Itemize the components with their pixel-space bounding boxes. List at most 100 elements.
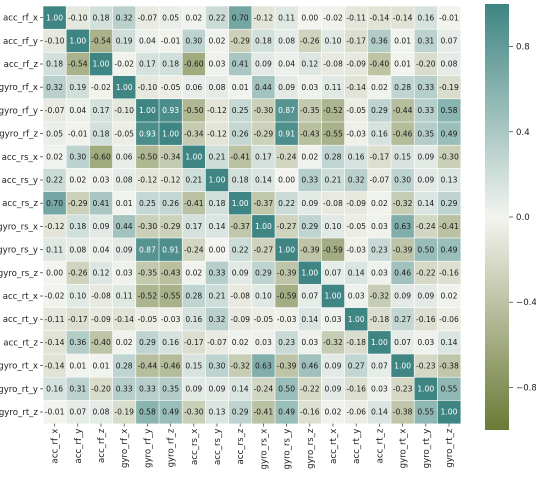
heatmap-cell-label: -0.29	[230, 37, 250, 46]
heatmap-cell-label: 0.41	[93, 199, 110, 208]
heatmap-cell-label: 0.33	[139, 385, 156, 394]
y-tick-label: acc_rt_x	[3, 292, 38, 302]
heatmap-cell-label: 0.07	[441, 37, 458, 46]
heatmap-cell-label: -0.08	[323, 60, 343, 69]
heatmap-cell-label: 0.01	[394, 60, 411, 69]
colorbar-tick-label: −0.8	[516, 383, 536, 393]
heatmap-cell-label: -0.02	[114, 60, 134, 69]
heatmap-cell-label: -0.16	[416, 315, 436, 324]
heatmap-cell-label: 0.22	[46, 176, 63, 185]
heatmap-cell-label: 0.14	[301, 315, 318, 324]
heatmap-cell-label: -0.20	[416, 60, 436, 69]
heatmap-cell-label: -0.22	[416, 269, 436, 278]
heatmap-cell-label: 0.08	[116, 176, 133, 185]
heatmap-cell-label: 0.27	[394, 315, 411, 324]
heatmap-cell-label: 0.09	[394, 292, 411, 301]
heatmap-cell-label: 0.16	[348, 153, 365, 162]
heatmap-cell-label: -0.39	[277, 269, 297, 278]
heatmap-cell-label: -0.54	[68, 60, 88, 69]
heatmap-cell-label: 0.04	[93, 245, 110, 254]
heatmap-cell-label: 0.25	[232, 106, 249, 115]
x-tick-label: gyro_rf_x	[120, 429, 130, 468]
heatmap-cell-label: 0.14	[209, 222, 226, 231]
heatmap-cell-label: 0.03	[301, 338, 318, 347]
heatmap-cell-label: 0.63	[255, 361, 272, 370]
heatmap-cell-label: 0.19	[116, 37, 133, 46]
heatmap-cell-label: 0.07	[394, 338, 411, 347]
heatmap-cell-label: 0.49	[162, 408, 179, 417]
x-tick-label: acc_rf_y	[74, 429, 84, 464]
heatmap-cell-label: 0.33	[417, 106, 434, 115]
heatmap-cell-label: 0.02	[46, 153, 63, 162]
heatmap-cell-label: 0.15	[185, 361, 202, 370]
heatmap-cell-label: 0.03	[371, 269, 388, 278]
x-tick-label: acc_rf_z	[97, 428, 107, 463]
heatmap-cell-label: -0.59	[277, 292, 297, 301]
heatmap-cell-label: 1.00	[417, 385, 434, 394]
heatmap-cell-label: 0.21	[185, 176, 202, 185]
x-tick-label: gyro_rs_y	[283, 429, 293, 470]
heatmap-cell-label: 0.29	[139, 338, 156, 347]
heatmap-cell-label: 0.04	[139, 37, 156, 46]
heatmap-cell-label: 0.09	[255, 60, 272, 69]
heatmap-cell-label: -0.35	[138, 269, 158, 278]
heatmap-cell-label: -0.17	[184, 338, 204, 347]
heatmap-cell-label: 0.06	[116, 153, 133, 162]
heatmap-cell-label: 0.09	[93, 222, 110, 231]
heatmap-cell-label: 0.22	[209, 13, 226, 22]
y-tick-label: acc_rf_x	[3, 14, 38, 24]
heatmap-cell-label: 0.02	[116, 338, 133, 347]
heatmap-cell-label: 0.14	[371, 408, 388, 417]
heatmap-cell-label: 0.18	[232, 176, 249, 185]
heatmap-cell-label: 0.17	[255, 153, 272, 162]
heatmap-cell-label: -0.37	[254, 199, 274, 208]
x-tick-label: acc_rt_x	[329, 429, 339, 464]
heatmap-cell-label: 0.10	[69, 292, 86, 301]
x-tick-label: acc_rs_z	[236, 428, 246, 464]
heatmap-cell-label: 0.01	[116, 199, 133, 208]
heatmap-cell-label: -0.40	[91, 338, 111, 347]
heatmap-cell-label: 0.01	[232, 83, 249, 92]
heatmap-cell-label: 0.18	[255, 37, 272, 46]
heatmap-cell-label: -0.05	[138, 315, 158, 324]
y-tick-label: gyro_rf_z	[0, 130, 38, 140]
heatmap-cell-label: -0.32	[230, 361, 250, 370]
heatmap-cell-label: 0.16	[371, 129, 388, 138]
heatmap-cell-label: -0.14	[114, 315, 134, 324]
heatmap-cell-label: 1.00	[232, 199, 249, 208]
y-tick-label: acc_rt_y	[3, 315, 38, 325]
heatmap-cell-label: -0.29	[68, 199, 88, 208]
heatmap-cell-label: 0.32	[348, 176, 365, 185]
heatmap-cell-label: -0.12	[138, 176, 158, 185]
heatmap-cell-label: -0.41	[230, 153, 250, 162]
y-tick-label: gyro_rf_y	[0, 106, 38, 116]
heatmap-cell-label: 0.09	[417, 292, 434, 301]
heatmap-cell-label: 0.17	[139, 60, 156, 69]
heatmap-cell-label: 0.49	[278, 408, 295, 417]
heatmap-cell-label: 0.30	[209, 361, 226, 370]
heatmap-cell-label: -0.14	[346, 83, 366, 92]
heatmap-cell-label: 1.00	[371, 338, 388, 347]
heatmap-cell-label: 0.44	[116, 222, 133, 231]
heatmap-cell-label: 0.29	[232, 408, 249, 417]
heatmap-cell-label: -0.07	[370, 176, 390, 185]
heatmap-cell-label: 0.09	[278, 83, 295, 92]
heatmap-cell-label: -0.52	[138, 292, 158, 301]
heatmap-cell-label: 1.00	[93, 60, 110, 69]
heatmap-cell-label: 0.29	[255, 269, 272, 278]
heatmap-cell-label: -0.14	[393, 13, 413, 22]
heatmap-cell-label: -0.09	[230, 315, 250, 324]
heatmap-cell-label: -0.08	[323, 199, 343, 208]
heatmap-cell-label: 0.46	[301, 361, 318, 370]
heatmap-cell-label: 1.00	[116, 83, 133, 92]
colorbar-tick-label: 0.4	[516, 128, 530, 138]
heatmap-cell-label: 0.21	[325, 176, 342, 185]
heatmap-cell-label: 0.02	[209, 37, 226, 46]
heatmap-cell-label: 0.32	[209, 315, 226, 324]
heatmap-cell-label: 0.55	[441, 385, 458, 394]
heatmap-cell-label: 0.13	[209, 408, 226, 417]
heatmap-cell-label: 0.87	[139, 245, 156, 254]
heatmap-cell-label: 0.29	[301, 222, 318, 231]
heatmap-cell-label: 0.12	[301, 60, 318, 69]
heatmap-cell-label: 0.07	[371, 361, 388, 370]
